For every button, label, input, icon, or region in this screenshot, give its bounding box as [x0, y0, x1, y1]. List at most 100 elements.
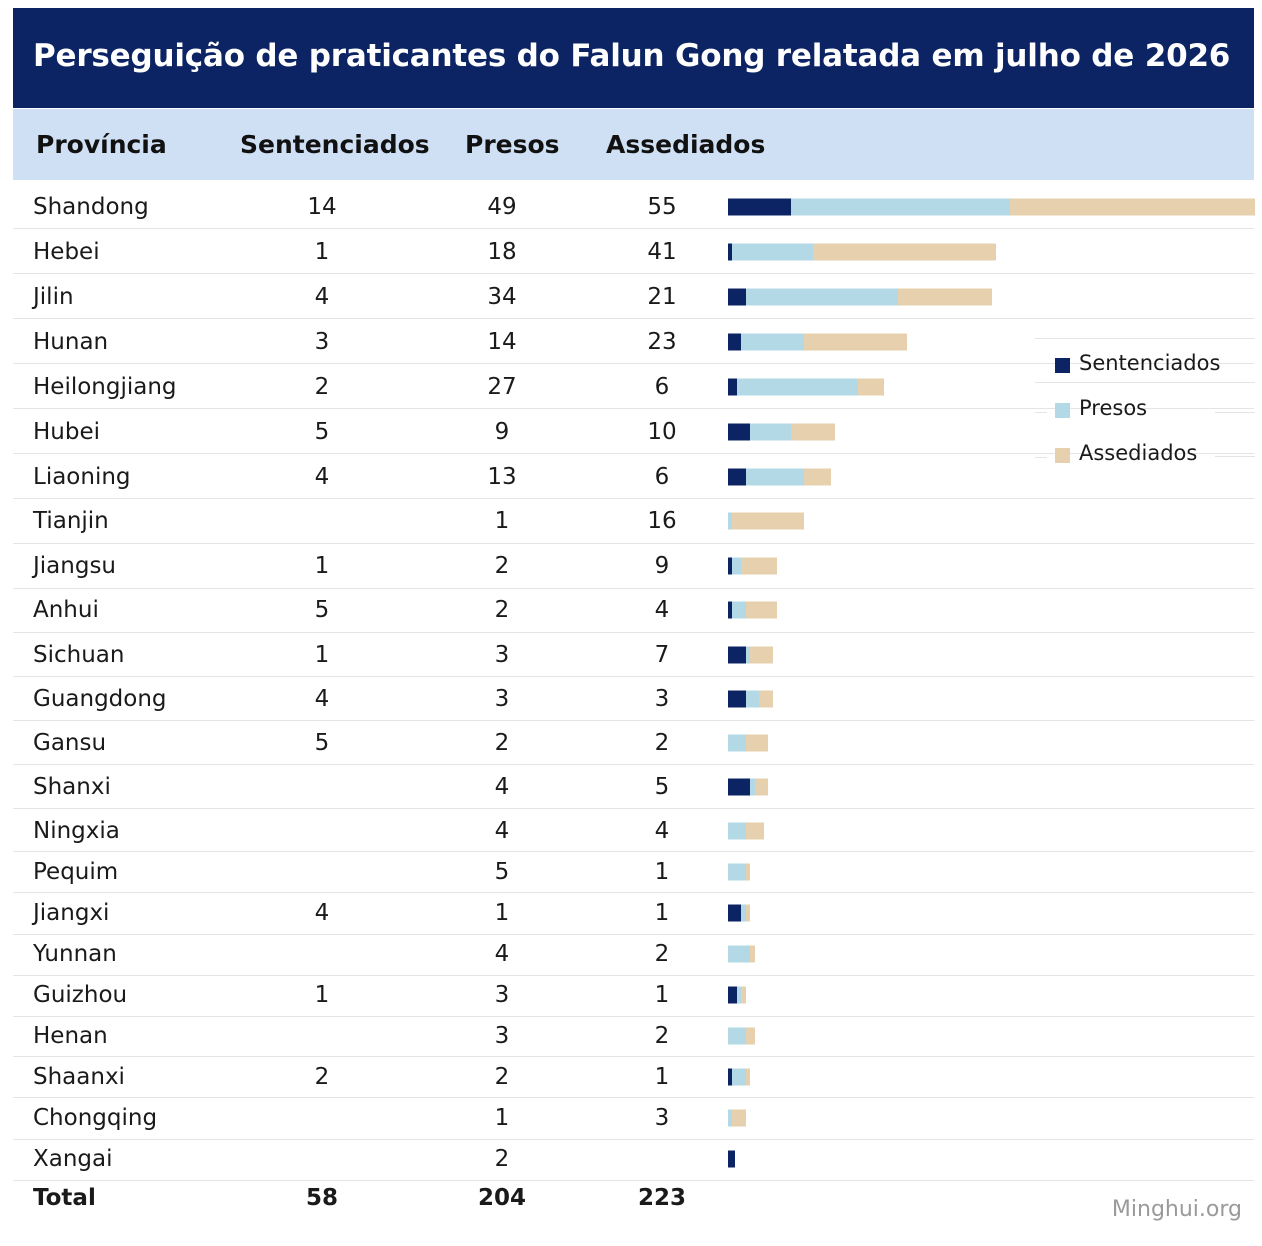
- detained-value: 2: [494, 1146, 510, 1172]
- detained-value: 2: [494, 730, 510, 756]
- province-name: Chongqing: [33, 1105, 158, 1131]
- legend-divider: [1035, 412, 1047, 413]
- bar-segment-detained: [736, 986, 742, 1004]
- harassed-value: 5: [654, 774, 670, 800]
- bar-segment-harassed: [745, 601, 778, 619]
- row-divider: [13, 543, 1254, 544]
- province-name: Gansu: [33, 730, 107, 756]
- bar-segment-sentenced: [728, 904, 742, 922]
- province-name: Shandong: [33, 194, 149, 220]
- province-name: Hunan: [33, 329, 109, 355]
- row-divider: [13, 676, 1254, 677]
- detained-value: 3: [494, 686, 510, 712]
- province-name: Tianjin: [33, 508, 109, 534]
- detained-value: 3: [494, 642, 510, 668]
- detained-value: 2: [494, 597, 510, 623]
- harassed-value: 2: [654, 730, 670, 756]
- row-divider: [13, 892, 1254, 893]
- province-name: Xangai: [33, 1146, 113, 1172]
- row-divider: [13, 632, 1254, 633]
- table-header: [13, 109, 1254, 180]
- bar-segment-sentenced: [728, 601, 733, 619]
- bar-segment-harassed: [741, 986, 746, 1004]
- row-divider: [13, 1016, 1254, 1017]
- legend-divider: [1215, 456, 1255, 457]
- harassed-value: 21: [647, 284, 677, 310]
- bar-segment-detained: [745, 468, 804, 486]
- harassed-value: 2: [654, 1023, 670, 1049]
- bar-segment-detained: [728, 734, 746, 752]
- header-sentenced: Sentenciados: [240, 130, 430, 159]
- detained-value: 14: [487, 329, 517, 355]
- bar-segment-harassed: [754, 778, 769, 796]
- row-divider: [13, 318, 1254, 319]
- bar-segment-detained: [745, 690, 760, 708]
- header-detained: Presos: [465, 130, 560, 159]
- harassed-value: 1: [654, 900, 670, 926]
- bar-segment-detained: [750, 778, 755, 796]
- sentenced-value: 1: [314, 982, 330, 1008]
- province-name: Yunnan: [33, 941, 117, 967]
- bar-segment-sentenced: [728, 288, 746, 306]
- legend-swatch-detained: [1055, 403, 1070, 418]
- province-name: Hubei: [33, 419, 101, 445]
- harassed-value: 23: [647, 329, 677, 355]
- detained-value: 18: [487, 239, 517, 265]
- bar-segment-harassed: [857, 378, 885, 396]
- bar-segment-detained: [790, 198, 1010, 216]
- row-divider: [13, 453, 1254, 454]
- legend-divider: [1035, 457, 1047, 458]
- province-name: Shanxi: [33, 774, 111, 800]
- detained-value: 3: [494, 1023, 510, 1049]
- province-name: Henan: [33, 1023, 108, 1049]
- sentenced-value: 2: [314, 1064, 330, 1090]
- bar-segment-detained: [728, 822, 746, 840]
- row-divider: [13, 408, 1254, 409]
- detained-value: 5: [494, 859, 510, 885]
- sentenced-value: 14: [307, 194, 337, 220]
- harassed-value: 1: [654, 982, 670, 1008]
- detained-value: 34: [487, 284, 517, 310]
- detained-value: 1: [494, 508, 510, 534]
- province-name: Jiangxi: [33, 900, 110, 926]
- bar-segment-harassed: [812, 243, 997, 261]
- legend: Sentenciados Presos Assediados: [1035, 338, 1255, 473]
- total-harassed: 223: [637, 1185, 686, 1211]
- province-name: Ningxia: [33, 818, 120, 844]
- province-name: Sichuan: [33, 642, 125, 668]
- sentenced-value: 4: [314, 900, 330, 926]
- province-name: Liaoning: [33, 464, 131, 490]
- bar-segment-sentenced: [728, 468, 746, 486]
- bar-segment-detained: [728, 945, 751, 963]
- detained-value: 1: [494, 900, 510, 926]
- total-detained: 204: [477, 1185, 526, 1211]
- province-name: Anhui: [33, 597, 99, 623]
- header-harassed: Assediados: [606, 130, 766, 159]
- harassed-value: 10: [647, 419, 677, 445]
- bar-segment-harassed: [750, 945, 755, 963]
- row-divider: [13, 1056, 1254, 1057]
- province-name: Hebei: [33, 239, 100, 265]
- bar-segment-harassed: [741, 557, 778, 575]
- bar-segment-detained: [728, 863, 746, 881]
- detained-value: 13: [487, 464, 517, 490]
- harassed-value: 16: [647, 508, 677, 534]
- bar-segment-harassed: [732, 512, 804, 530]
- total-label: Total: [33, 1185, 96, 1211]
- province-name: Shaanxi: [33, 1064, 125, 1090]
- detained-value: 9: [494, 419, 510, 445]
- bar-segment-harassed: [745, 734, 769, 752]
- harassed-value: 6: [654, 374, 670, 400]
- harassed-value: 4: [654, 597, 670, 623]
- bar-segment-detained: [736, 378, 858, 396]
- bar-segment-harassed: [1009, 198, 1256, 216]
- bar-segment-detained: [741, 333, 804, 351]
- row-divider: [13, 720, 1254, 721]
- bar-segment-harassed: [803, 333, 907, 351]
- harassed-value: 9: [654, 553, 670, 579]
- bar-segment-sentenced: [728, 1068, 733, 1086]
- bar-segment-harassed: [745, 1027, 755, 1045]
- harassed-value: 1: [654, 1064, 670, 1090]
- harassed-value: 55: [647, 194, 677, 220]
